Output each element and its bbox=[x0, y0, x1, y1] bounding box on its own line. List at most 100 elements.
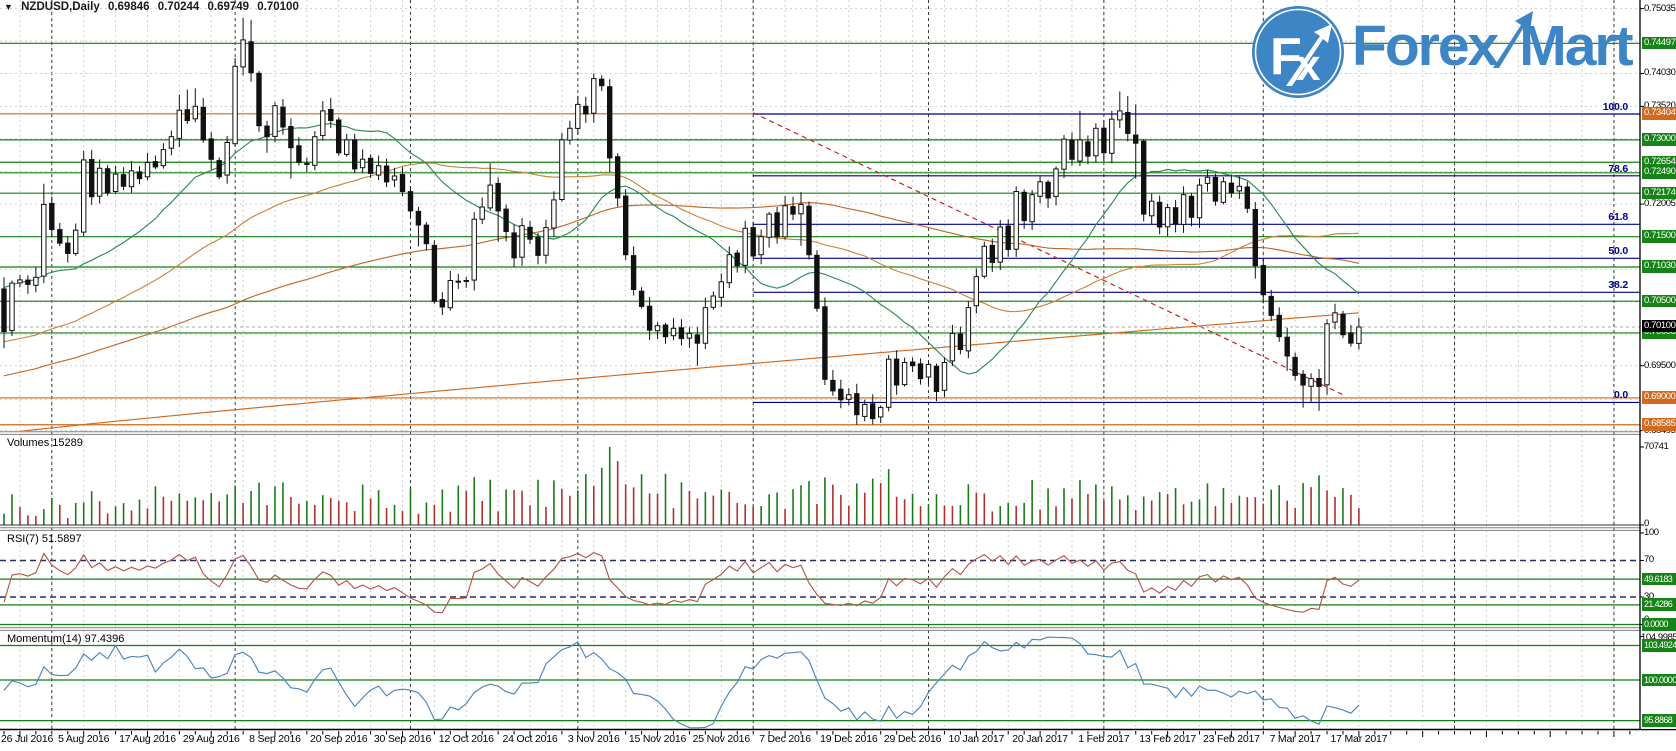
candle[interactable] bbox=[1236, 176, 1242, 199]
candle[interactable] bbox=[862, 399, 868, 422]
candle[interactable] bbox=[814, 250, 820, 312]
candle[interactable] bbox=[997, 220, 1003, 271]
candle[interactable] bbox=[607, 79, 613, 173]
candle[interactable] bbox=[543, 219, 549, 264]
candle[interactable] bbox=[1212, 173, 1219, 206]
candle[interactable] bbox=[431, 240, 438, 304]
candle[interactable] bbox=[352, 133, 358, 173]
candle[interactable] bbox=[1172, 199, 1179, 233]
candle[interactable] bbox=[726, 246, 732, 289]
candle[interactable] bbox=[33, 267, 39, 293]
candle[interactable] bbox=[41, 183, 47, 284]
candle[interactable] bbox=[304, 157, 310, 172]
candle[interactable] bbox=[256, 71, 262, 132]
candle[interactable] bbox=[1045, 179, 1051, 208]
candle[interactable] bbox=[1109, 110, 1115, 164]
candle[interactable] bbox=[1156, 195, 1163, 235]
candle[interactable] bbox=[511, 224, 517, 268]
candle[interactable] bbox=[933, 363, 940, 402]
candle[interactable] bbox=[240, 17, 246, 76]
candle[interactable] bbox=[559, 132, 565, 202]
candle[interactable] bbox=[296, 137, 302, 166]
candle[interactable] bbox=[288, 118, 294, 179]
candle[interactable] bbox=[81, 150, 87, 237]
candle[interactable] bbox=[73, 223, 79, 256]
candle[interactable] bbox=[591, 73, 597, 123]
candle[interactable] bbox=[1125, 96, 1131, 142]
candle[interactable] bbox=[551, 191, 557, 237]
candle[interactable] bbox=[678, 319, 685, 346]
candle[interactable] bbox=[216, 157, 222, 180]
candle[interactable] bbox=[248, 19, 254, 82]
candle[interactable] bbox=[734, 249, 740, 273]
candle[interactable] bbox=[973, 268, 979, 314]
candle[interactable] bbox=[1164, 203, 1171, 237]
candle[interactable] bbox=[439, 292, 446, 315]
candle[interactable] bbox=[1180, 186, 1187, 233]
candle[interactable] bbox=[1268, 289, 1274, 321]
candle[interactable] bbox=[1292, 352, 1298, 381]
candle[interactable] bbox=[455, 273, 462, 289]
candle[interactable] bbox=[49, 196, 55, 238]
candle[interactable] bbox=[336, 117, 342, 156]
candle[interactable] bbox=[25, 275, 31, 294]
candle[interactable] bbox=[662, 322, 669, 344]
candle[interactable] bbox=[1085, 135, 1091, 165]
candle[interactable] bbox=[1061, 135, 1067, 179]
candle[interactable] bbox=[152, 155, 159, 170]
candle[interactable] bbox=[527, 221, 533, 245]
candle[interactable] bbox=[1356, 317, 1362, 350]
candle[interactable] bbox=[535, 233, 541, 265]
candle[interactable] bbox=[415, 206, 422, 247]
candle[interactable] bbox=[104, 165, 111, 196]
candle[interactable] bbox=[758, 229, 764, 265]
candle[interactable] bbox=[176, 94, 183, 147]
candle[interactable] bbox=[798, 192, 804, 246]
candle[interactable] bbox=[870, 394, 876, 425]
candle[interactable] bbox=[567, 120, 573, 145]
candle[interactable] bbox=[1133, 104, 1139, 179]
candle[interactable] bbox=[407, 186, 414, 218]
candle[interactable] bbox=[1348, 325, 1354, 347]
candle[interactable] bbox=[328, 97, 334, 129]
candle[interactable] bbox=[160, 143, 167, 169]
candle[interactable] bbox=[893, 350, 900, 395]
candle[interactable] bbox=[272, 102, 278, 143]
candle[interactable] bbox=[686, 327, 693, 348]
candle[interactable] bbox=[1308, 373, 1314, 404]
candle[interactable] bbox=[806, 201, 812, 260]
candle[interactable] bbox=[463, 276, 470, 288]
candle[interactable] bbox=[280, 99, 286, 135]
candle[interactable] bbox=[65, 236, 71, 263]
candle[interactable] bbox=[479, 197, 485, 225]
candle[interactable] bbox=[822, 297, 828, 386]
candle[interactable] bbox=[17, 274, 23, 288]
candle[interactable] bbox=[144, 152, 151, 181]
candle[interactable] bbox=[1093, 123, 1099, 163]
candle[interactable] bbox=[96, 159, 103, 204]
candle[interactable] bbox=[949, 324, 956, 366]
candle[interactable] bbox=[886, 355, 892, 412]
candle[interactable] bbox=[375, 155, 382, 181]
candle[interactable] bbox=[965, 301, 972, 359]
candle[interactable] bbox=[192, 88, 199, 123]
candle[interactable] bbox=[901, 357, 908, 387]
candle[interactable] bbox=[1188, 192, 1195, 227]
candle[interactable] bbox=[838, 379, 844, 409]
candle[interactable] bbox=[989, 238, 995, 273]
candle[interactable] bbox=[1284, 327, 1290, 371]
candle[interactable] bbox=[1276, 307, 1282, 342]
candle[interactable] bbox=[1260, 258, 1266, 304]
candle[interactable] bbox=[750, 222, 756, 259]
candle[interactable] bbox=[399, 167, 406, 197]
candle[interactable] bbox=[471, 212, 477, 291]
candle[interactable] bbox=[1, 277, 7, 349]
candle[interactable] bbox=[112, 165, 119, 194]
candle[interactable] bbox=[1252, 202, 1258, 279]
candle[interactable] bbox=[208, 132, 214, 170]
candle[interactable] bbox=[957, 326, 964, 355]
candle[interactable] bbox=[312, 131, 318, 171]
candle[interactable] bbox=[1316, 369, 1322, 411]
candle[interactable] bbox=[128, 160, 135, 193]
candle[interactable] bbox=[447, 270, 454, 311]
